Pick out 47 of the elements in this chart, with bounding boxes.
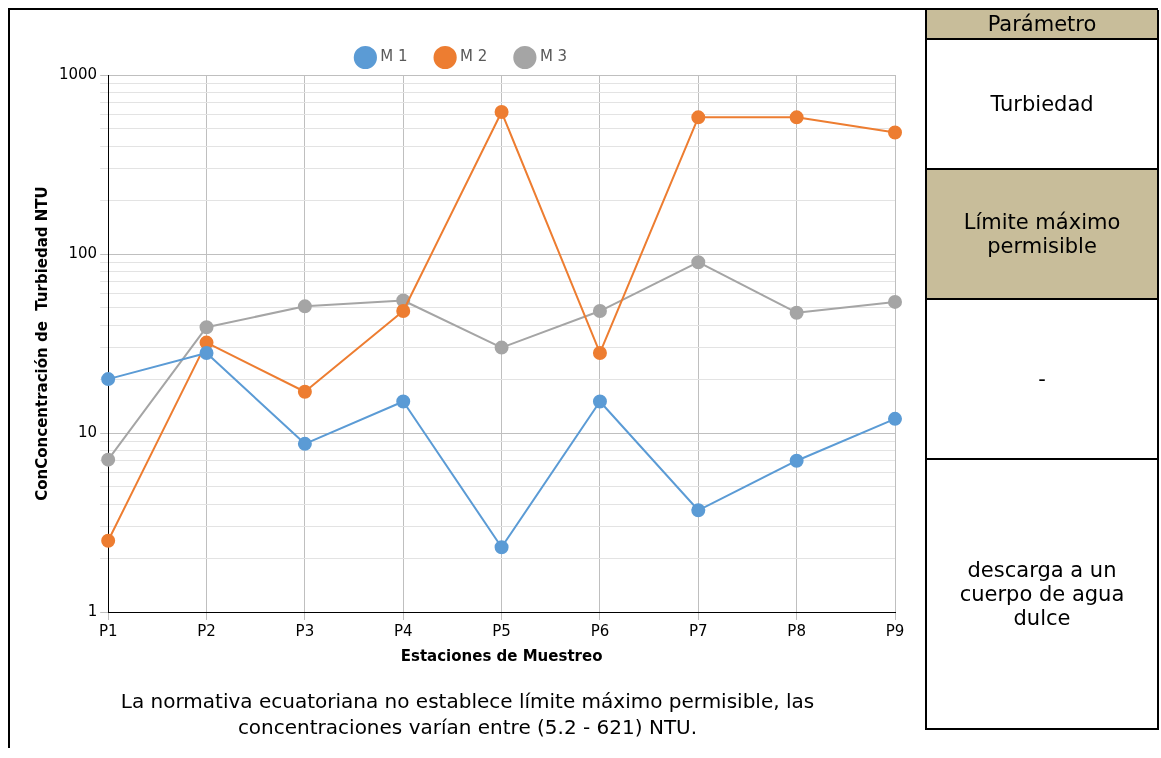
y-tick-label: 10 <box>78 422 98 441</box>
x-tick-label: P9 <box>885 621 905 640</box>
point <box>297 384 312 399</box>
text: La normativa ecuatoriana no establece límite máximo permisible, las concentraciones varían entre (5.2 - 621) NTU. <box>119 688 816 741</box>
text: Límite máximo permisible <box>927 170 1157 300</box>
x-tick-label: P4 <box>393 621 413 640</box>
x-axis-title: Estaciones de Muestreo <box>400 646 603 665</box>
point <box>297 436 312 451</box>
point <box>888 125 902 140</box>
x-tick-label: P7 <box>689 621 708 640</box>
point <box>789 110 804 125</box>
point <box>592 394 607 409</box>
point <box>789 305 804 320</box>
point <box>888 411 902 426</box>
point <box>199 345 214 360</box>
text: - <box>927 300 1157 460</box>
point <box>199 320 214 335</box>
point <box>396 394 411 409</box>
point <box>888 294 902 309</box>
point <box>494 540 509 555</box>
point <box>494 105 509 120</box>
point <box>297 299 312 314</box>
y-axis-title: ConConcentración de Turbiedad NTU <box>32 186 51 501</box>
point <box>691 503 706 518</box>
y-tick-label: 1000 <box>58 64 98 83</box>
point <box>691 255 706 270</box>
point <box>494 340 509 355</box>
x-tick-label: P2 <box>197 621 216 640</box>
text: Turbiedad <box>927 40 1157 170</box>
legend-label: M 3 <box>539 47 568 66</box>
x-tick-label: P3 <box>295 621 315 640</box>
legend-label: M 1 <box>380 47 408 66</box>
point <box>691 110 706 125</box>
legend-label: M 2 <box>460 47 488 66</box>
point <box>592 304 607 319</box>
text: Parámetro <box>927 10 1157 40</box>
text: descarga a un cuerpo de agua dulce <box>927 460 1157 730</box>
x-tick-label: P8 <box>787 621 806 640</box>
point <box>101 533 116 548</box>
x-tick-label: P5 <box>492 621 511 640</box>
y-tick-label: 1 <box>87 601 98 620</box>
x-tick-label: P6 <box>590 621 610 640</box>
point <box>789 453 804 468</box>
point <box>396 304 411 319</box>
y-tick-label: 100 <box>68 243 98 262</box>
point <box>592 345 607 360</box>
x-tick-label: P1 <box>98 621 118 640</box>
